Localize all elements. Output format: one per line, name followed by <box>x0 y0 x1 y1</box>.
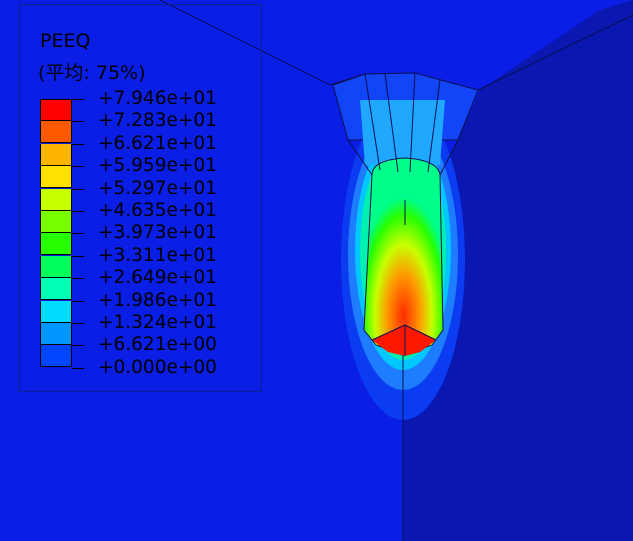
legend-swatch <box>40 233 72 256</box>
legend-tick <box>72 345 84 347</box>
legend-tick <box>72 255 84 257</box>
legend-tick <box>72 323 84 324</box>
legend-level-label: +0.000e+00 <box>98 356 217 378</box>
legend-tick <box>72 278 84 280</box>
legend-swatch <box>40 323 72 345</box>
legend-title: PEEQ <box>40 30 91 52</box>
legend-tick <box>72 211 84 212</box>
legend-swatch <box>40 188 72 211</box>
legend-level-label: +7.283e+01 <box>98 110 217 132</box>
legend-tick <box>72 233 84 235</box>
legend-swatch <box>40 345 72 368</box>
legend-level-label: +1.324e+01 <box>98 312 217 333</box>
right-mesh-block <box>403 0 633 541</box>
legend-swatch <box>40 255 72 278</box>
legend-swatch <box>40 278 72 301</box>
legend-panel <box>19 4 262 392</box>
legend-tick <box>72 143 84 145</box>
legend-level-label: +2.649e+01 <box>98 267 217 289</box>
legend-swatch <box>40 300 72 323</box>
legend-level-label: +7.946e+01 <box>98 88 217 109</box>
legend-swatch <box>40 166 72 189</box>
legend-level-label: +3.311e+01 <box>98 244 217 266</box>
legend-level-label: +6.621e+01 <box>98 132 217 154</box>
legend-level-label: +5.959e+01 <box>98 155 217 177</box>
upper-fan-inner <box>360 100 445 165</box>
legend-swatch <box>40 121 72 144</box>
legend-tick <box>72 166 84 168</box>
legend-swatch <box>40 99 72 121</box>
legend-level-label: +6.621e+00 <box>98 334 217 356</box>
legend-swatch <box>40 143 72 166</box>
legend-tick <box>72 300 84 302</box>
legend-tick <box>72 188 84 190</box>
legend-swatch <box>40 211 72 233</box>
legend-level-label: +4.635e+01 <box>98 200 217 221</box>
legend-level-label: +5.297e+01 <box>98 177 217 199</box>
legend-level-label: +3.973e+01 <box>98 222 217 244</box>
legend-level-label: +1.986e+01 <box>98 289 217 311</box>
legend-tick <box>72 121 84 123</box>
legend-tick <box>72 99 84 100</box>
legend-tick <box>72 367 84 369</box>
mesh-edges <box>159 0 633 541</box>
legend-subtitle: (平均: 75%) <box>38 62 146 84</box>
